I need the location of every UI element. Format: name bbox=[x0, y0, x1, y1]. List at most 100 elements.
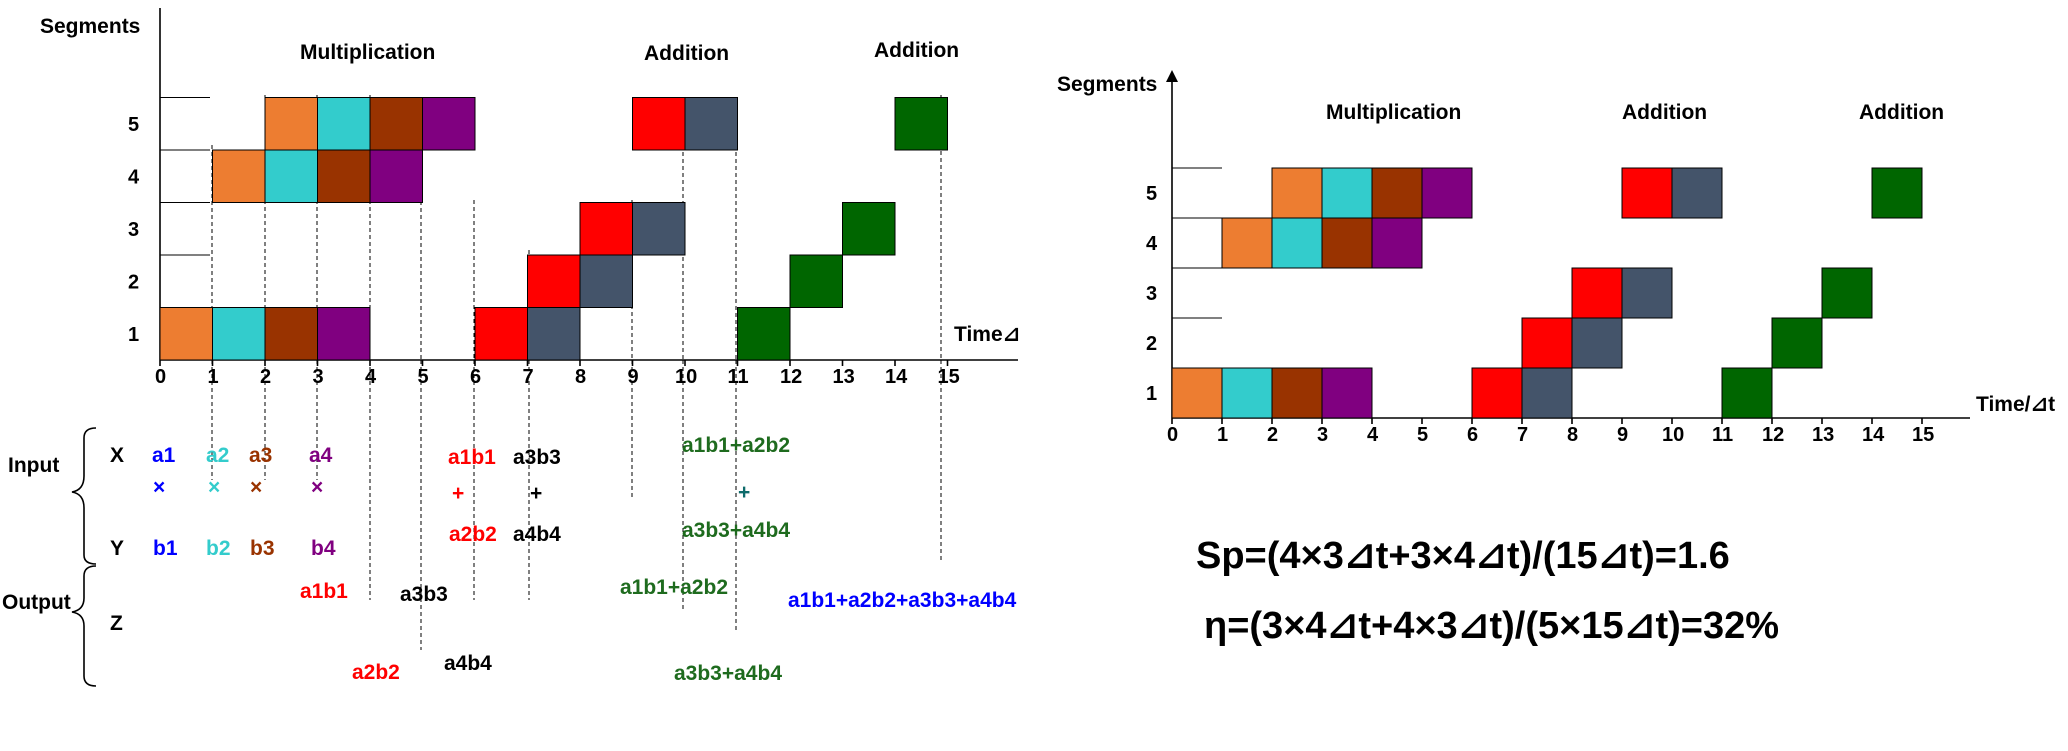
time-label-8: 8 bbox=[575, 366, 586, 388]
x-operand-2: a3 bbox=[249, 444, 272, 467]
right-x-axis-label: Time/⊿t bbox=[1976, 393, 2055, 416]
stage-cell-seg1-t11 bbox=[737, 307, 791, 361]
stage-cell-seg4-t4 bbox=[369, 149, 423, 203]
x-operand-5: a3b3 bbox=[513, 446, 561, 469]
y-operand-6: a3b3+a4b4 bbox=[682, 519, 790, 542]
input-bracket bbox=[71, 427, 97, 565]
time-label-12: 12 bbox=[780, 366, 802, 388]
time-label-9: 9 bbox=[1617, 424, 1628, 446]
z-result-5: a4b4 bbox=[444, 652, 492, 675]
time-label-11: 11 bbox=[728, 366, 749, 388]
time-label-3: 3 bbox=[1317, 424, 1328, 446]
time-label-4: 4 bbox=[1367, 424, 1379, 446]
x-operand-1: a2 bbox=[206, 444, 229, 467]
left-phase-label-multiplication: Multiplication bbox=[300, 41, 435, 64]
stage-cell-seg2-t12 bbox=[1771, 317, 1823, 369]
stage-cell-seg3-t8 bbox=[579, 202, 633, 256]
stage-cell-seg5-t3 bbox=[1321, 167, 1373, 219]
stage-cell-seg3-t13 bbox=[1821, 267, 1873, 319]
time-label-7: 7 bbox=[1517, 424, 1528, 446]
stage-cell-seg5-t10 bbox=[1671, 167, 1723, 219]
speedup-formula: Sp=(4×3⊿t+3×4⊿t)/(15⊿t)=1.6 bbox=[1196, 535, 1730, 577]
x-operand-6: a1b1+a2b2 bbox=[682, 434, 790, 457]
z-result-6: a3b3+a4b4 bbox=[674, 662, 782, 685]
stage-cell-seg5-t4 bbox=[1371, 167, 1423, 219]
time-label-8: 8 bbox=[1567, 424, 1578, 446]
time-label-0: 0 bbox=[1167, 424, 1178, 446]
y-operand-4: a2b2 bbox=[449, 523, 497, 546]
y-operand-2: b3 bbox=[250, 537, 275, 560]
z-result-4: a2b2 bbox=[352, 661, 400, 684]
x-row-label: X bbox=[110, 444, 124, 467]
stage-cell-seg1-t2 bbox=[1271, 367, 1323, 419]
stage-cell-seg4-t3 bbox=[1321, 217, 1373, 269]
y-operand-5: a4b4 bbox=[513, 523, 561, 546]
stage-cell-seg4-t1 bbox=[1221, 217, 1273, 269]
stage-cell-seg2-t7 bbox=[527, 254, 581, 308]
stage-cell-seg1-t7 bbox=[1521, 367, 1573, 419]
segment-label-3: 3 bbox=[1146, 283, 1157, 305]
right-space-time-diagram: Segments Time/⊿t Multiplication Addition… bbox=[1057, 70, 2055, 647]
time-label-0: 0 bbox=[155, 366, 166, 388]
output-group-label: Output bbox=[2, 591, 71, 614]
stage-cell-seg3-t9 bbox=[632, 202, 686, 256]
stage-cell-seg1-t2 bbox=[264, 307, 318, 361]
x-operand-0: a1 bbox=[152, 444, 176, 467]
stage-cell-seg4-t2 bbox=[1271, 217, 1323, 269]
stage-cell-seg1-t0 bbox=[1171, 367, 1223, 419]
stage-cell-seg4-t3 bbox=[317, 149, 371, 203]
stage-cell-seg2-t7 bbox=[1521, 317, 1573, 369]
time-label-7: 7 bbox=[523, 366, 534, 388]
time-label-10: 10 bbox=[675, 366, 697, 388]
z-result-2: a1b1+a2b2 bbox=[620, 576, 728, 599]
stage-cell-seg1-t6 bbox=[1471, 367, 1523, 419]
left-space-time-diagram: Segments Time⊿ Multiplication Addition A… bbox=[2, 8, 1020, 687]
stage-cell-seg5-t9 bbox=[1621, 167, 1673, 219]
z-result-3: a1b1+a2b2+a3b3+a4b4 bbox=[788, 589, 1017, 612]
efficiency-formula: η=(3×4⊿t+4×3⊿t)/(5×15⊿t)=32% bbox=[1204, 605, 1779, 647]
stage-cell-seg5-t5 bbox=[1421, 167, 1473, 219]
stage-cell-seg2-t8 bbox=[1571, 317, 1623, 369]
time-label-14: 14 bbox=[885, 366, 908, 388]
time-label-5: 5 bbox=[1417, 424, 1428, 446]
segment-label-3: 3 bbox=[128, 219, 139, 241]
time-label-2: 2 bbox=[1267, 424, 1278, 446]
stage-cell-seg5-t3 bbox=[317, 97, 371, 151]
y-operand-3: b4 bbox=[311, 537, 336, 560]
stage-cell-seg1-t11 bbox=[1721, 367, 1773, 419]
right-phase-label-addition-1: Addition bbox=[1622, 101, 1707, 124]
time-label-2: 2 bbox=[260, 366, 271, 388]
right-y-axis-label: Segments bbox=[1057, 73, 1157, 96]
stage-cell-seg3-t9 bbox=[1621, 267, 1673, 319]
operator-6: + bbox=[738, 481, 750, 504]
stage-cell-seg3-t8 bbox=[1571, 267, 1623, 319]
right-y-axis-arrow bbox=[1166, 70, 1178, 82]
operator-2: × bbox=[250, 476, 262, 499]
time-label-15: 15 bbox=[1912, 424, 1934, 446]
stage-cell-seg1-t1 bbox=[1221, 367, 1273, 419]
stage-cell-seg2-t12 bbox=[789, 254, 843, 308]
left-y-axis-label: Segments bbox=[40, 15, 140, 38]
time-label-1: 1 bbox=[1217, 424, 1228, 446]
time-label-9: 9 bbox=[628, 366, 639, 388]
operator-0: × bbox=[153, 476, 165, 499]
segment-label-2: 2 bbox=[128, 271, 139, 293]
stage-cell-seg1-t0 bbox=[159, 307, 213, 361]
z-row-label: Z bbox=[110, 612, 123, 635]
operator-3: × bbox=[311, 476, 323, 499]
segment-label-1: 1 bbox=[128, 324, 139, 346]
y-operand-1: b2 bbox=[206, 537, 231, 560]
right-phase-label-addition-2: Addition bbox=[1859, 101, 1944, 124]
z-result-1: a3b3 bbox=[400, 583, 448, 606]
stage-cell-seg5-t4 bbox=[369, 97, 423, 151]
time-label-13: 13 bbox=[1812, 424, 1834, 446]
y-operand-0: b1 bbox=[153, 537, 178, 560]
x-operand-3: a4 bbox=[309, 444, 333, 467]
segment-label-4: 4 bbox=[1146, 233, 1158, 255]
stage-cell-seg5-t2 bbox=[264, 97, 318, 151]
stage-cell-seg5-t14 bbox=[1871, 167, 1923, 219]
time-label-11: 11 bbox=[1712, 424, 1733, 446]
x-operand-4: a1b1 bbox=[448, 446, 496, 469]
stage-cell-seg5-t9 bbox=[632, 97, 686, 151]
